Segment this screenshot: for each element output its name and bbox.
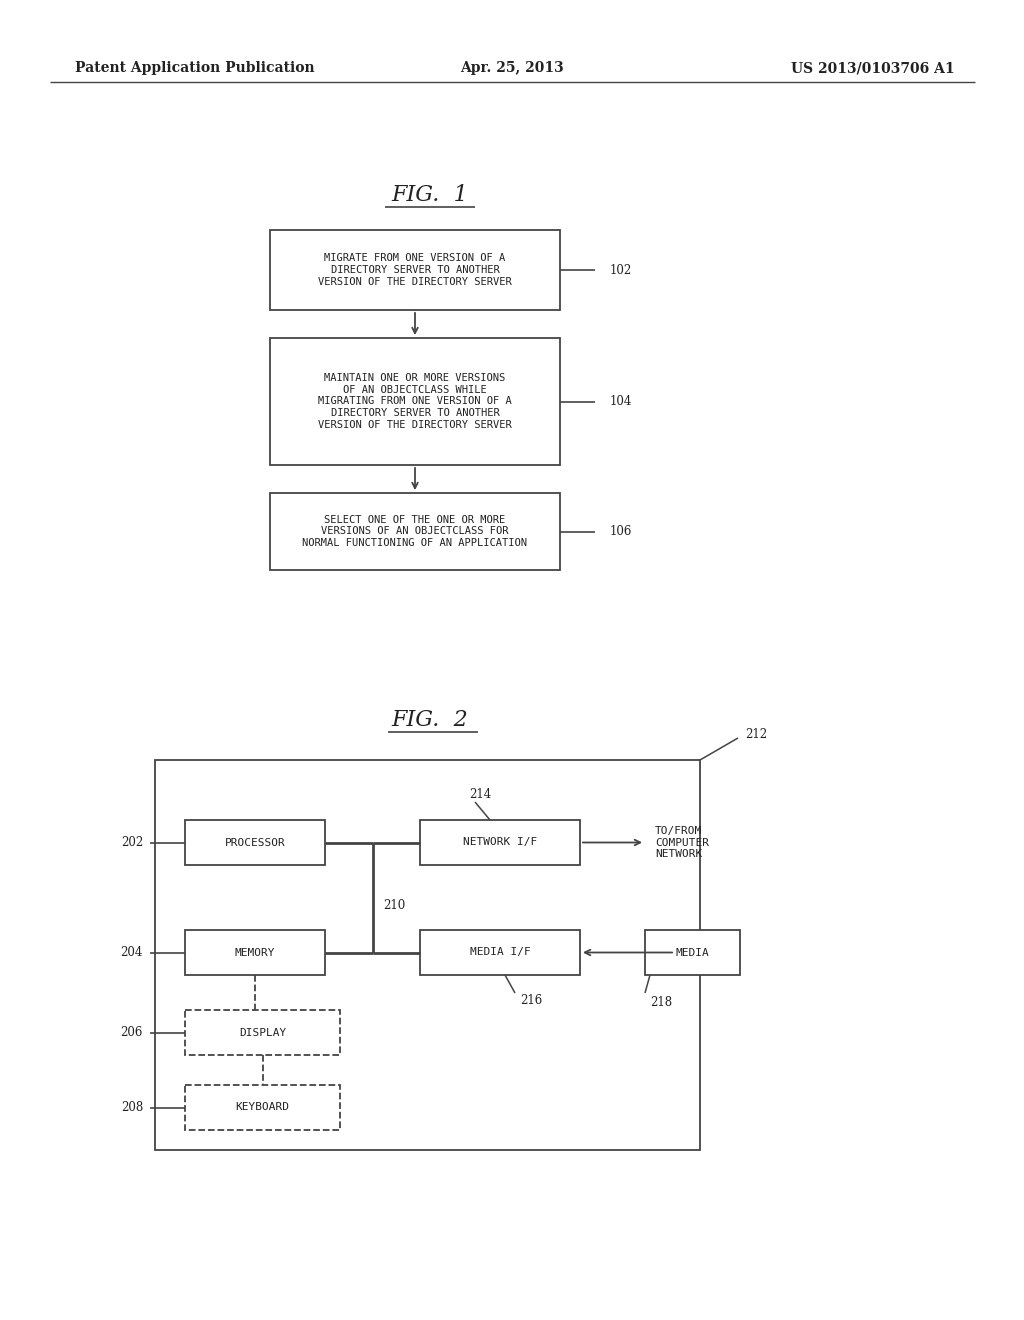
FancyBboxPatch shape (270, 230, 560, 310)
Text: 104: 104 (610, 395, 633, 408)
Text: MEMORY: MEMORY (234, 948, 275, 957)
Text: US 2013/0103706 A1: US 2013/0103706 A1 (792, 61, 955, 75)
Text: Patent Application Publication: Patent Application Publication (75, 61, 314, 75)
Text: 210: 210 (383, 899, 406, 912)
FancyBboxPatch shape (185, 1085, 340, 1130)
Text: 208: 208 (121, 1101, 143, 1114)
FancyBboxPatch shape (420, 931, 580, 975)
FancyBboxPatch shape (420, 820, 580, 865)
Text: 206: 206 (121, 1026, 143, 1039)
Text: MEDIA: MEDIA (676, 948, 710, 957)
FancyBboxPatch shape (270, 492, 560, 570)
Text: 102: 102 (610, 264, 632, 276)
Text: MAINTAIN ONE OR MORE VERSIONS
OF AN OBJECTCLASS WHILE
MIGRATING FROM ONE VERSION: MAINTAIN ONE OR MORE VERSIONS OF AN OBJE… (318, 374, 512, 430)
Text: 202: 202 (121, 836, 143, 849)
Text: 218: 218 (650, 995, 672, 1008)
FancyBboxPatch shape (155, 760, 700, 1150)
FancyBboxPatch shape (185, 931, 325, 975)
Text: MEDIA I/F: MEDIA I/F (470, 948, 530, 957)
Text: Apr. 25, 2013: Apr. 25, 2013 (460, 61, 564, 75)
Text: SELECT ONE OF THE ONE OR MORE
VERSIONS OF AN OBJECTCLASS FOR
NORMAL FUNCTIONING : SELECT ONE OF THE ONE OR MORE VERSIONS O… (302, 515, 527, 548)
Text: FIG.  1: FIG. 1 (391, 183, 468, 206)
Text: 216: 216 (520, 994, 543, 1006)
Text: MIGRATE FROM ONE VERSION OF A
DIRECTORY SERVER TO ANOTHER
VERSION OF THE DIRECTO: MIGRATE FROM ONE VERSION OF A DIRECTORY … (318, 253, 512, 286)
Text: FIG.  2: FIG. 2 (391, 709, 468, 731)
Text: TO/FROM
COMPUTER
NETWORK: TO/FROM COMPUTER NETWORK (655, 826, 709, 859)
FancyBboxPatch shape (185, 1010, 340, 1055)
Text: NETWORK I/F: NETWORK I/F (463, 837, 538, 847)
Text: PROCESSOR: PROCESSOR (224, 837, 286, 847)
Text: 212: 212 (745, 729, 767, 742)
Text: DISPLAY: DISPLAY (239, 1027, 286, 1038)
FancyBboxPatch shape (645, 931, 740, 975)
FancyBboxPatch shape (270, 338, 560, 465)
Text: 106: 106 (610, 525, 633, 539)
FancyBboxPatch shape (185, 820, 325, 865)
Text: 204: 204 (121, 946, 143, 960)
Text: KEYBOARD: KEYBOARD (236, 1102, 290, 1113)
Text: 214: 214 (469, 788, 492, 801)
